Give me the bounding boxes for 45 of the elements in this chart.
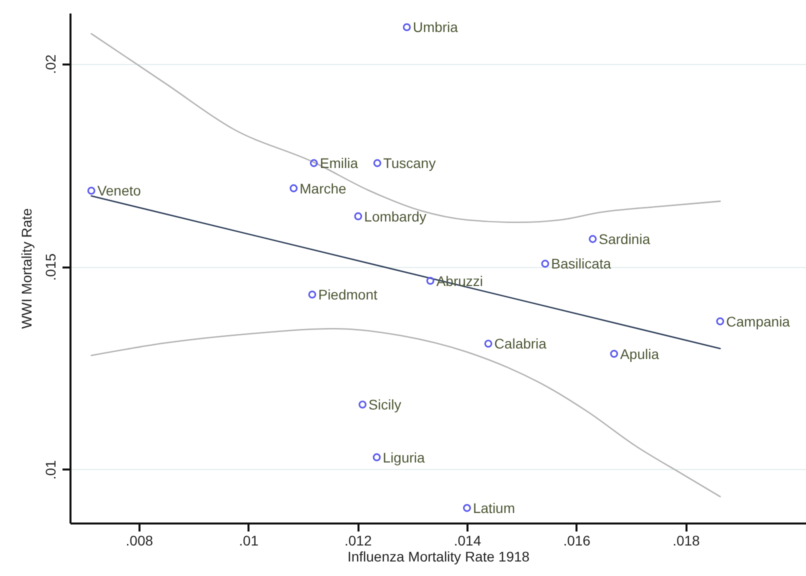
y-tick-label: .02 [42,54,58,74]
point [87,186,96,195]
point [463,504,471,512]
data-label: Tuscany [383,155,436,172]
data-label: Basilicata [551,256,612,272]
data-label: Marche [300,180,347,196]
y-tick-label: .01 [42,460,58,480]
point [308,290,316,299]
point [290,184,298,192]
data-label: Calabria [494,336,547,352]
point [310,159,318,168]
data-label: Latium [472,500,516,516]
point [354,212,362,220]
data-label: Veneto [97,182,142,199]
data-label: Lombardy [364,208,426,224]
data-label: Abruzzi [436,272,484,289]
x-tick-label: .01 [239,532,259,548]
point [402,23,411,32]
x-tick-label: .016 [563,532,591,548]
x-axis-title: Influenza Mortality Rate 1918 [347,548,530,564]
data-label: Sardinia [598,230,650,247]
x-tick-label: .012 [344,532,372,548]
data-label: Liguria [382,449,425,466]
x-tick-label: .008 [126,532,154,548]
point [372,453,381,462]
data-label: Umbria [412,19,458,36]
y-tick-label: .015 [42,253,58,281]
point [484,340,492,348]
point [426,276,434,285]
line-series [90,32,721,224]
data-label: Emilia [320,155,358,172]
data-label: Sicily [368,396,402,413]
point [588,235,597,243]
y-axis-title: WWI Mortality Rate [18,208,34,329]
point [373,159,382,168]
point [541,260,550,268]
point [610,350,618,358]
data-label: Campania [726,313,790,330]
point [716,317,724,326]
line-series [90,328,721,498]
x-tick-label: .018 [672,532,700,548]
point [358,400,367,408]
x-tick-label: .014 [454,532,482,548]
data-label: Piedmont [318,286,378,303]
data-label: Apulia [620,346,660,362]
